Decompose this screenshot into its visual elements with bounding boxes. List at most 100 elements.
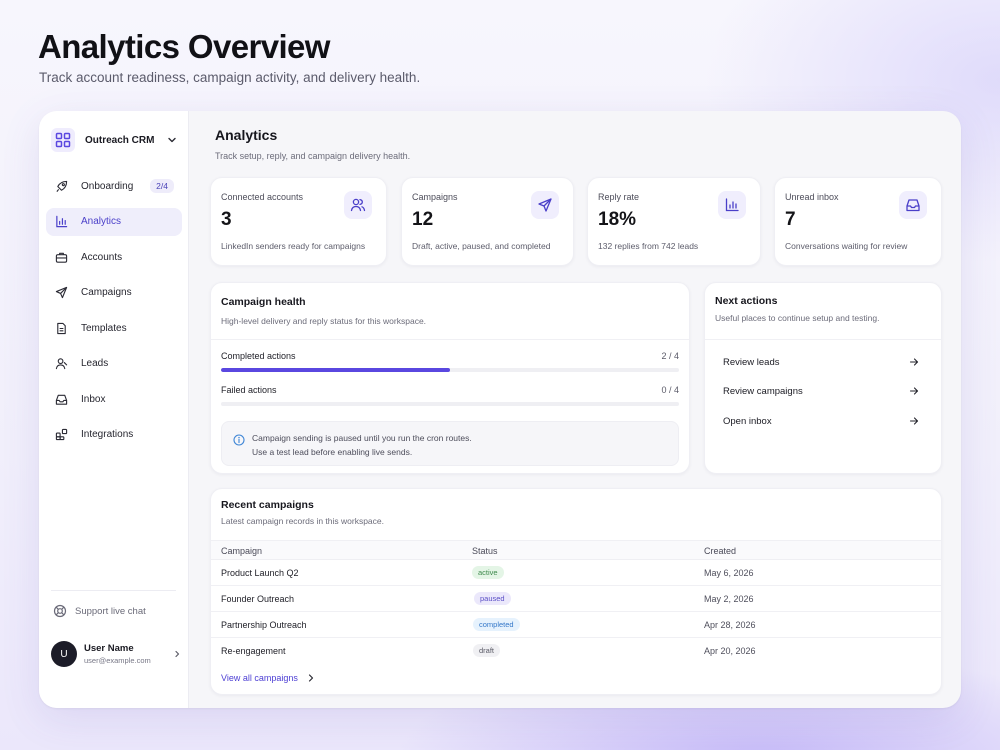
created-date: May 2, 2026 xyxy=(704,594,754,604)
sidebar-item-onboarding[interactable]: Onboarding 2/4 xyxy=(46,172,182,200)
stat-value: 3 xyxy=(221,209,232,230)
table-row[interactable]: Product Launch Q2 active May 6, 2026 xyxy=(211,560,941,586)
page-title: Analytics Overview xyxy=(38,28,330,65)
view-all-campaigns-link[interactable]: View all campaigns xyxy=(221,673,315,683)
rocket-icon xyxy=(54,179,68,193)
sidebar-divider xyxy=(51,590,176,591)
open-inbox-link[interactable]: Open inbox xyxy=(715,408,931,434)
user-info: User Name user@example.com xyxy=(84,643,151,665)
arrow-right-icon xyxy=(909,357,919,367)
sidebar-item-templates[interactable]: Templates xyxy=(46,314,182,342)
chevron-right-icon xyxy=(307,674,315,682)
send-icon xyxy=(54,286,68,300)
stat-description: Conversations waiting for review xyxy=(785,241,908,251)
section-subtitle: High-level delivery and reply status for… xyxy=(221,316,427,326)
sidebar-item-inbox[interactable]: Inbox xyxy=(46,385,182,413)
avatar: U xyxy=(51,641,77,667)
sending-paused-notice: Campaign sending is paused until you run… xyxy=(221,421,679,466)
sidebar-item-label: Leads xyxy=(81,358,109,369)
arrow-right-icon xyxy=(909,416,919,426)
lifebuoy-icon xyxy=(53,604,67,618)
briefcase-icon xyxy=(54,250,68,264)
stat-card-connected-accounts: Connected accounts 3 LinkedIn senders re… xyxy=(210,177,387,266)
stat-label: Reply rate xyxy=(598,192,640,202)
user-icon xyxy=(54,357,68,371)
failed-progress-bar xyxy=(221,402,679,406)
metric-label-failed: Failed actions xyxy=(221,385,277,395)
sidebar-item-analytics[interactable]: Analytics xyxy=(46,207,182,236)
users-icon xyxy=(344,191,372,219)
completed-progress-fill xyxy=(221,368,450,372)
stat-description: Draft, active, paused, and completed xyxy=(412,241,551,251)
document-icon xyxy=(54,321,68,335)
campaign-name: Product Launch Q2 xyxy=(221,568,299,578)
stat-description: LinkedIn senders ready for campaigns xyxy=(221,241,366,251)
notice-text-line-2: Use a test lead before enabling live sen… xyxy=(252,447,413,457)
section-divider xyxy=(705,339,941,340)
section-subtitle: Useful places to continue setup and test… xyxy=(715,313,880,323)
created-date: Apr 20, 2026 xyxy=(704,646,756,656)
support-label: Support live chat xyxy=(75,605,146,617)
inbox-icon xyxy=(899,191,927,219)
review-campaigns-link[interactable]: Review campaigns xyxy=(715,378,931,404)
metric-value-completed: 2 / 4 xyxy=(661,351,679,361)
main-title: Analytics xyxy=(215,127,278,143)
table-row[interactable]: Founder Outreach paused May 2, 2026 xyxy=(211,586,941,612)
sidebar-item-leads[interactable]: Leads xyxy=(46,350,182,378)
sidebar-item-campaigns[interactable]: Campaigns xyxy=(46,279,182,307)
table-row[interactable]: Re-engagement draft Apr 20, 2026 xyxy=(211,638,941,664)
stat-label: Unread inbox xyxy=(785,192,839,202)
status-badge: draft xyxy=(473,644,501,657)
action-label: Review campaigns xyxy=(723,385,803,397)
workspace-switcher[interactable]: Outreach CRM xyxy=(51,127,179,153)
sidebar-item-label: Onboarding xyxy=(81,180,134,192)
stat-value: 7 xyxy=(785,209,796,230)
completed-progress-bar xyxy=(221,368,679,372)
stat-description: 132 replies from 742 leads xyxy=(598,241,699,251)
workspace-name: Outreach CRM xyxy=(85,134,155,146)
chevron-right-icon xyxy=(173,650,181,658)
section-divider xyxy=(211,339,689,340)
action-label: Open inbox xyxy=(723,415,772,427)
puzzle-icon xyxy=(54,428,68,442)
user-menu[interactable]: U User Name user@example.com xyxy=(51,641,181,667)
view-all-label: View all campaigns xyxy=(221,673,298,683)
support-live-chat-link[interactable]: Support live chat xyxy=(53,604,146,618)
sidebar-item-label: Integrations xyxy=(81,429,134,440)
column-header-status: Status xyxy=(472,546,498,556)
campaign-name: Re-engagement xyxy=(221,646,286,656)
campaign-name: Partnership Outreach xyxy=(221,620,307,630)
sidebar-item-accounts[interactable]: Accounts xyxy=(46,243,182,271)
stat-card-unread-inbox: Unread inbox 7 Conversations waiting for… xyxy=(774,177,942,266)
status-badge: active xyxy=(472,566,504,579)
stat-label: Connected accounts xyxy=(221,192,304,202)
section-title: Recent campaigns xyxy=(221,499,314,511)
user-email: user@example.com xyxy=(84,656,151,665)
sidebar-item-label: Accounts xyxy=(81,251,123,263)
section-subtitle: Latest campaign records in this workspac… xyxy=(221,516,384,526)
grid-icon xyxy=(51,128,75,152)
campaign-health-card: Campaign health High-level delivery and … xyxy=(210,282,690,474)
campaign-name: Founder Outreach xyxy=(221,594,295,604)
stat-card-reply-rate: Reply rate 18% 132 replies from 742 lead… xyxy=(587,177,761,266)
review-leads-link[interactable]: Review leads xyxy=(715,349,931,375)
stat-value: 18% xyxy=(598,209,637,230)
sidebar-item-label: Templates xyxy=(81,322,127,334)
arrow-right-icon xyxy=(909,386,919,396)
send-icon xyxy=(531,191,559,219)
app-window: Outreach CRM Onboarding 2/4 Analytics xyxy=(39,111,961,708)
chevron-down-icon xyxy=(167,135,177,145)
column-header-created: Created xyxy=(704,546,737,556)
notice-text-line-1: Campaign sending is paused until you run… xyxy=(252,433,472,443)
action-label: Review leads xyxy=(723,356,780,368)
recent-campaigns-card: Recent campaigns Latest campaign records… xyxy=(210,488,942,695)
sidebar: Outreach CRM Onboarding 2/4 Analytics xyxy=(39,111,189,708)
info-icon xyxy=(233,434,245,446)
sidebar-nav: Onboarding 2/4 Analytics Accounts Campa xyxy=(46,172,182,456)
table-row[interactable]: Partnership Outreach completed Apr 28, 2… xyxy=(211,612,941,638)
main-subtitle: Track setup, reply, and campaign deliver… xyxy=(215,151,411,161)
sidebar-item-integrations[interactable]: Integrations xyxy=(46,421,182,449)
created-date: Apr 28, 2026 xyxy=(704,620,756,630)
column-header-campaign: Campaign xyxy=(221,546,263,556)
metric-value-failed: 0 / 4 xyxy=(661,385,679,395)
